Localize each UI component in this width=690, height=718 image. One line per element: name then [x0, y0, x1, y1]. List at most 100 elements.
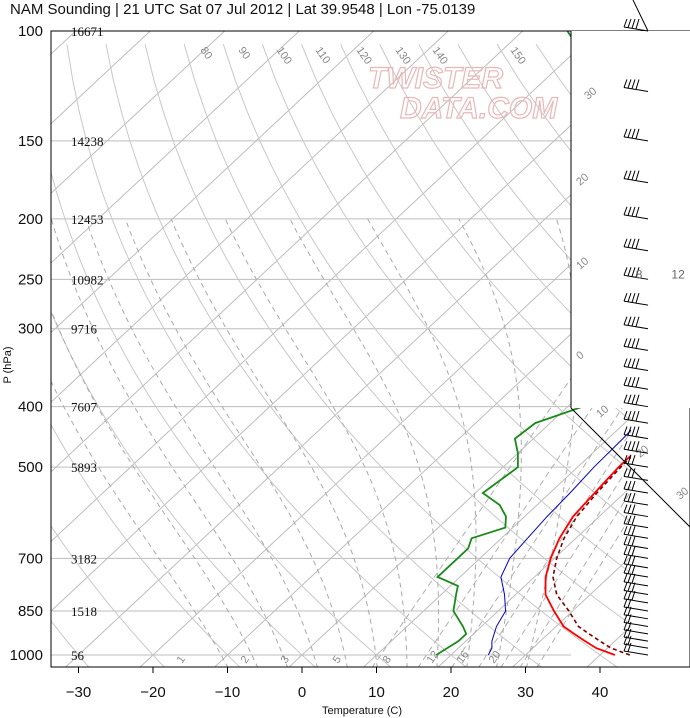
isotherm-line: [64, 137, 631, 667]
wind-barb: [623, 238, 649, 252]
wetbulb-label: 2: [239, 654, 252, 666]
dry-adiabat: [51, 423, 241, 667]
pressure-tick-label: 150: [18, 133, 43, 150]
wind-barb: [623, 573, 649, 587]
height-label: 9716: [71, 322, 98, 337]
wind-barb: [623, 206, 649, 220]
height-label: 5893: [71, 460, 97, 475]
mixing-ratio-line: [417, 348, 631, 667]
moist-adiabat: [51, 218, 288, 667]
wind-barb: [623, 555, 649, 569]
wind-barb: [623, 394, 649, 408]
wind-barb: [623, 546, 649, 559]
isotherm-line: [437, 486, 631, 667]
dry-adiabat: [222, 44, 631, 574]
temperature-axis: −30 −20 −10 0 10 20 30 40: [66, 667, 609, 701]
wind-barb: [623, 358, 649, 371]
moist-adiabat: [51, 380, 229, 667]
mixing-ratio-line: [500, 462, 631, 667]
moist-adiabats: [51, 218, 578, 667]
moist-adiabat: [124, 218, 348, 667]
wind-barb: [632, 0, 649, 32]
pressure-tick-label: 500: [18, 459, 43, 476]
moist-adiabat: [367, 218, 477, 667]
pressure-tick-label: 700: [18, 550, 43, 567]
wetbulb-label: 5: [331, 654, 344, 666]
hodo-diagonal-edge: [570, 407, 690, 528]
chart-title: NAM Sounding | 21 UTC Sat 07 Jul 2012 | …: [10, 1, 475, 18]
dry-adiabat-label: 80: [198, 45, 215, 62]
dry-adiabat: [144, 44, 618, 667]
dry-adiabat: [51, 620, 90, 667]
wind-barb: [623, 614, 649, 627]
mixing-ratio-label: 8: [636, 267, 643, 281]
height-label: 7607: [71, 400, 98, 415]
dry-adiabat: [340, 43, 631, 422]
wind-barb: [623, 426, 649, 440]
x-axis-label: Temperature (C): [322, 705, 402, 717]
isotherm-line: [139, 207, 631, 667]
temperature-tick-label: 20: [443, 684, 460, 701]
wind-barb: [623, 170, 649, 184]
wetbulb-label: 20: [487, 649, 504, 666]
pressure-tick-label: 1000: [10, 647, 43, 664]
wind-barb: [623, 526, 649, 539]
wind-barb: [623, 128, 649, 142]
wetbulb-label: 16: [455, 649, 472, 666]
wind-barb: [623, 377, 649, 390]
wind-barb: [623, 292, 649, 306]
plot-frame: [50, 30, 690, 668]
watermark-line-2: DATA.COM: [400, 92, 558, 125]
dry-adiabat-label: 90: [236, 45, 253, 62]
temperature-tick-label: 40: [592, 684, 609, 701]
wetbulb-label: 1: [175, 654, 188, 666]
wind-barb: [623, 454, 649, 468]
dry-adiabat: [51, 170, 392, 667]
mixing-ratio-line: [451, 393, 631, 667]
height-label: 16671: [71, 24, 104, 39]
wind-barb: [623, 410, 649, 424]
wetbulb-label: 3: [279, 654, 292, 666]
wind-barbs: [623, 0, 649, 656]
series-parcel-temperature: [487, 429, 631, 656]
isotherm-line: [51, 31, 151, 125]
series-temperature: [544, 454, 631, 656]
wind-barb: [623, 316, 649, 330]
pressure-tick-label: 200: [18, 211, 43, 228]
pressure-tick-label: 400: [18, 399, 43, 416]
isotherm-line: [51, 31, 524, 473]
dry-adiabat: [261, 44, 631, 523]
wind-barb: [623, 338, 649, 351]
pressure-tick-label: 100: [18, 23, 43, 40]
isotherm-line: [288, 346, 631, 667]
dry-adiabat: [66, 44, 467, 667]
wind-barb: [623, 515, 649, 529]
temperature-tick-label: −10: [215, 684, 240, 701]
wind-barb: [623, 267, 649, 280]
isotherm-line: [51, 31, 449, 403]
temperature-tick-label: 0: [298, 684, 306, 701]
wind-barb: [623, 18, 649, 32]
isotherm-line: [51, 31, 226, 195]
wind-barb: [623, 79, 649, 92]
dry-adiabat: [379, 43, 631, 372]
height-label: 56: [71, 648, 85, 663]
height-label: 14238: [71, 134, 104, 149]
mixing-ratio-label: 12: [671, 267, 685, 281]
height-label: 1518: [71, 604, 97, 619]
dry-adiabat: [51, 310, 316, 667]
moist-adiabat: [170, 218, 378, 667]
isotherm-line: [51, 31, 375, 334]
isotherm-line: [213, 277, 631, 667]
series-dewpoint: [435, 31, 631, 656]
mixing-ratio-line: [478, 430, 631, 667]
watermark: TWISTER DATA.COM: [367, 61, 558, 125]
wind-barb: [623, 536, 649, 549]
height-label: 12453: [71, 212, 104, 227]
hodograph-label: 30: [674, 485, 690, 502]
dry-adiabat-label: 150: [508, 45, 528, 67]
isotherm-line: [51, 31, 598, 543]
wind-barb: [623, 564, 649, 578]
pressure-tick-label: 250: [18, 271, 43, 288]
